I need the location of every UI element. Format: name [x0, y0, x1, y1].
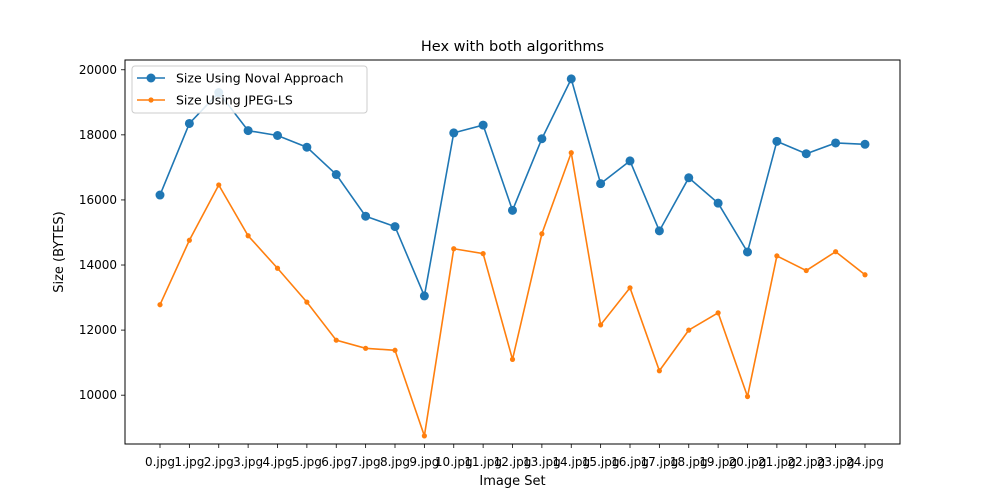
- series-2: [157, 149, 868, 439]
- data-point: [772, 136, 782, 146]
- data-point: [656, 368, 662, 374]
- data-point: [390, 222, 400, 232]
- data-point: [186, 237, 192, 243]
- data-point: [539, 231, 545, 237]
- data-point: [743, 247, 752, 257]
- data-point: [449, 128, 459, 138]
- data-point: [363, 345, 369, 351]
- data-point: [713, 198, 723, 208]
- series-line: [159, 149, 866, 437]
- y-tick-label: 16000: [79, 193, 117, 207]
- y-tick-label: 10000: [79, 388, 117, 402]
- data-point: [627, 285, 633, 291]
- data-point: [478, 120, 488, 130]
- plot-area: [155, 74, 870, 439]
- data-point: [157, 302, 163, 308]
- data-point: [480, 251, 486, 257]
- data-point: [654, 226, 664, 236]
- data-point: [686, 327, 692, 333]
- y-axis: 10000 12000 14000 16000 18000 20000: [79, 63, 125, 402]
- axes-frame: [124, 59, 901, 445]
- data-point: [744, 393, 751, 400]
- x-tick-label: 15.jpg: [582, 455, 620, 469]
- x-tick-label: 12.jpg: [494, 455, 532, 469]
- x-tick-label: 6.jpg: [321, 455, 351, 469]
- data-point: [421, 433, 427, 439]
- data-point: [273, 130, 282, 140]
- legend: Size Using Noval Approach Size Using JPEG…: [131, 65, 368, 114]
- x-tick-label: 24.jpg: [846, 455, 884, 469]
- data-point: [243, 126, 253, 136]
- x-tick-label: 14.jpg: [552, 455, 590, 469]
- x-axis: 0.jpg 1.jpg 2.jpg 3.jpg 4.jpg 5.jpg 6.jpg 7.jpg…: [145, 444, 884, 469]
- x-tick-label: 16.jpg: [611, 455, 649, 469]
- x-tick-label: 3.jpg: [233, 455, 263, 469]
- data-point: [451, 246, 457, 252]
- x-tick-label: 11.jpg: [464, 455, 502, 469]
- data-point: [860, 139, 870, 149]
- x-tick-label: 2.jpg: [204, 455, 234, 469]
- x-tick-label: 17.jpg: [641, 455, 679, 469]
- x-tick-label: 19.jpg: [699, 455, 737, 469]
- legend-marker: [146, 73, 156, 83]
- data-point: [774, 253, 780, 259]
- data-point: [216, 182, 222, 188]
- x-tick-label: 0.jpg: [145, 455, 175, 469]
- x-axis-label: Image Set: [479, 474, 545, 489]
- data-point: [831, 138, 841, 148]
- x-tick-label: 10.jpg: [435, 455, 473, 469]
- data-point: [862, 272, 868, 278]
- data-point: [361, 211, 371, 221]
- legend-entry: Size Using Noval Approach: [176, 71, 344, 86]
- x-tick-label: 23.jpg: [817, 455, 855, 469]
- data-point: [596, 179, 606, 189]
- data-point: [274, 265, 281, 271]
- x-tick-label: 4.jpg: [262, 455, 292, 469]
- data-point: [568, 150, 574, 156]
- data-point: [684, 173, 694, 183]
- data-point: [537, 134, 547, 144]
- data-point: [715, 310, 721, 316]
- x-tick-label: 22.jpg: [787, 455, 825, 469]
- data-point: [803, 267, 809, 274]
- x-tick-label: 18.jpg: [670, 455, 708, 469]
- data-point: [625, 156, 635, 166]
- y-tick-label: 12000: [79, 323, 117, 337]
- data-point: [419, 291, 429, 301]
- data-point: [184, 118, 194, 128]
- x-tick-label: 9.jpg: [409, 455, 439, 469]
- data-point: [833, 249, 839, 255]
- data-point: [392, 347, 398, 353]
- x-tick-label: 8.jpg: [380, 455, 410, 469]
- data-point: [598, 322, 604, 328]
- data-point: [155, 190, 165, 200]
- data-point: [566, 74, 576, 84]
- data-point: [509, 356, 516, 362]
- x-tick-label: 1.jpg: [174, 455, 204, 469]
- x-tick-label: 21.jpg: [758, 455, 796, 469]
- data-point: [302, 142, 312, 152]
- y-tick-label: 20000: [79, 63, 117, 77]
- data-point: [245, 233, 251, 239]
- legend-box: [131, 65, 368, 114]
- chart-title: Hex with both algorithms: [421, 39, 604, 55]
- data-point: [304, 299, 310, 305]
- legend-marker: [148, 97, 154, 103]
- legend-entry: Size Using JPEG-LS: [176, 93, 293, 108]
- x-tick-label: 7.jpg: [351, 455, 381, 469]
- data-point: [508, 205, 517, 215]
- x-tick-label: 5.jpg: [292, 455, 322, 469]
- x-tick-label: 20.jpg: [729, 455, 767, 469]
- y-axis-label: Size (BYTES): [52, 211, 67, 293]
- data-point: [333, 337, 339, 343]
- y-tick-label: 14000: [79, 258, 117, 272]
- y-tick-label: 18000: [79, 128, 117, 142]
- x-tick-label: 13.jpg: [523, 455, 561, 469]
- data-point: [331, 170, 341, 180]
- data-point: [801, 149, 811, 159]
